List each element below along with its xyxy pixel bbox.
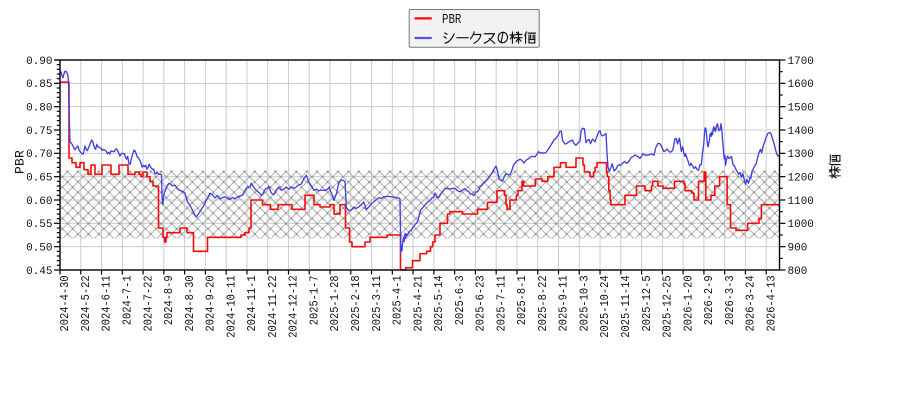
svg-text:2024-10-11: 2024-10-11 <box>225 275 239 337</box>
svg-text:2024-8-30: 2024-8-30 <box>183 275 197 331</box>
svg-text:0.60: 0.60 <box>26 196 52 208</box>
svg-text:0.90: 0.90 <box>26 56 52 68</box>
svg-text:PBR: PBR <box>13 150 28 174</box>
svg-text:2025-5-14: 2025-5-14 <box>432 275 446 331</box>
svg-text:2026-4-13: 2026-4-13 <box>765 275 779 331</box>
svg-text:2024-4-30: 2024-4-30 <box>58 275 72 331</box>
svg-text:0.80: 0.80 <box>26 103 52 115</box>
svg-text:2024-11-1: 2024-11-1 <box>245 275 259 331</box>
svg-text:0.70: 0.70 <box>26 149 52 161</box>
svg-text:2024-8-9: 2024-8-9 <box>162 275 176 325</box>
svg-text:1700: 1700 <box>788 56 814 68</box>
svg-text:PBR: PBR <box>442 12 462 28</box>
svg-text:2024-12-12: 2024-12-12 <box>287 275 301 337</box>
svg-text:2025-12-25: 2025-12-25 <box>661 275 675 337</box>
svg-text:1500: 1500 <box>788 103 814 115</box>
svg-text:0.45: 0.45 <box>26 266 52 278</box>
svg-text:2025-8-1: 2025-8-1 <box>515 275 529 325</box>
svg-text:2025-4-21: 2025-4-21 <box>412 275 426 331</box>
svg-text:2024-7-1: 2024-7-1 <box>121 275 135 325</box>
svg-text:0.85: 0.85 <box>26 79 52 91</box>
svg-text:2024-6-11: 2024-6-11 <box>100 275 114 331</box>
svg-text:900: 900 <box>788 243 808 255</box>
svg-text:2025-6-23: 2025-6-23 <box>474 275 488 331</box>
svg-text:2025-1-7: 2025-1-7 <box>308 275 322 325</box>
svg-text:800: 800 <box>788 266 808 278</box>
svg-text:2024-11-22: 2024-11-22 <box>266 275 280 337</box>
svg-text:1400: 1400 <box>788 126 814 138</box>
svg-text:2024-7-22: 2024-7-22 <box>142 275 156 331</box>
svg-text:1600: 1600 <box>788 79 814 91</box>
svg-text:1300: 1300 <box>788 149 814 161</box>
svg-text:2025-1-28: 2025-1-28 <box>328 275 342 331</box>
svg-text:0.75: 0.75 <box>26 126 52 138</box>
svg-text:2025-11-14: 2025-11-14 <box>619 275 633 337</box>
svg-text:2026-2-9: 2026-2-9 <box>702 275 716 325</box>
svg-text:2026-3-24: 2026-3-24 <box>744 275 758 331</box>
svg-text:0.65: 0.65 <box>26 173 52 185</box>
svg-text:1200: 1200 <box>788 173 814 185</box>
svg-text:0.55: 0.55 <box>26 219 52 231</box>
svg-text:2025-10-3: 2025-10-3 <box>578 275 592 331</box>
svg-text:1100: 1100 <box>788 196 814 208</box>
svg-text:2025-10-24: 2025-10-24 <box>598 275 612 337</box>
svg-text:2025-3-11: 2025-3-11 <box>370 275 384 331</box>
svg-text:2024-9-20: 2024-9-20 <box>204 275 218 331</box>
svg-text:2025-6-3: 2025-6-3 <box>453 275 467 325</box>
svg-text:2025-9-11: 2025-9-11 <box>557 275 571 331</box>
svg-text:2025-2-18: 2025-2-18 <box>349 275 363 331</box>
svg-text:1000: 1000 <box>788 219 814 231</box>
svg-text:2026-3-3: 2026-3-3 <box>723 275 737 325</box>
svg-text:2024-5-22: 2024-5-22 <box>79 275 93 331</box>
svg-text:0.50: 0.50 <box>26 243 52 255</box>
svg-text:2025-8-22: 2025-8-22 <box>536 275 550 331</box>
svg-text:2025-12-5: 2025-12-5 <box>640 275 654 331</box>
svg-text:2026-1-20: 2026-1-20 <box>682 275 696 331</box>
svg-text:2025-7-11: 2025-7-11 <box>495 275 509 331</box>
svg-text:2025-4-1: 2025-4-1 <box>391 275 405 325</box>
